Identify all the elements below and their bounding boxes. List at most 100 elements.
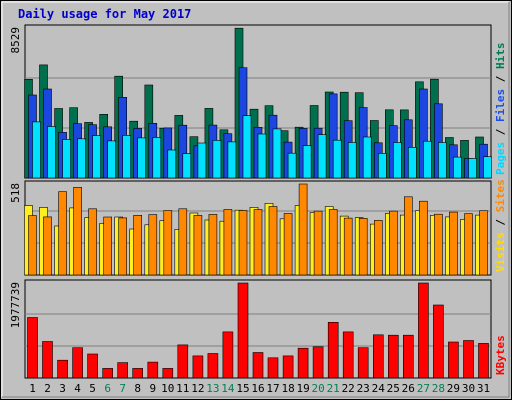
bar-kbytes-18 <box>282 355 294 379</box>
bar-kbytes-22 <box>342 331 354 379</box>
x-tick-label: 5 <box>89 382 96 395</box>
bar-pages-4 <box>77 138 86 179</box>
bar-sites-18 <box>283 213 293 276</box>
legend-text: Pages / Files / Hits <box>494 43 507 176</box>
bar-sites-28 <box>434 213 443 276</box>
x-tick-label: 26 <box>402 382 415 395</box>
x-tick-label: 25 <box>387 382 400 395</box>
x-tick-label: 15 <box>236 382 249 395</box>
bar-pages-25 <box>392 142 402 179</box>
legend-text: KBytes <box>494 335 507 375</box>
bar-kbytes-31 <box>478 343 489 379</box>
bar-kbytes-3 <box>57 359 68 379</box>
bar-pages-19 <box>302 145 312 179</box>
bar-sites-1 <box>28 215 37 276</box>
bar-pages-16 <box>257 133 267 179</box>
bar-pages-26 <box>407 147 417 179</box>
bar-sites-8 <box>133 215 142 276</box>
bar-sites-20 <box>313 210 323 276</box>
bar-sites-19 <box>298 183 308 276</box>
x-tick-label: 9 <box>149 382 156 395</box>
x-tick-label: 18 <box>281 382 294 395</box>
bar-pages-10 <box>167 149 177 179</box>
bar-kbytes-20 <box>312 346 324 379</box>
bar-sites-30 <box>464 213 473 276</box>
x-tick-label: 20 <box>311 382 324 395</box>
bar-pages-7 <box>122 135 131 179</box>
x-tick-label: 29 <box>447 382 460 395</box>
x-tick-label: 4 <box>74 382 81 395</box>
bar-pages-12 <box>197 142 207 179</box>
bar-sites-23 <box>358 218 368 276</box>
legend-item-visits: Visits <box>494 232 507 272</box>
x-tick-label: 2 <box>44 382 51 395</box>
x-tick-label: 22 <box>342 382 355 395</box>
bar-sites-6 <box>103 216 112 276</box>
bar-pages-6 <box>107 140 116 179</box>
x-tick-label: 13 <box>206 382 219 395</box>
bar-kbytes-21 <box>327 321 339 379</box>
bar-kbytes-30 <box>463 340 474 379</box>
bar-pages-14 <box>227 141 237 179</box>
bar-kbytes-23 <box>357 347 369 379</box>
y-max-label: 8529 <box>9 27 22 54</box>
x-tick-label: 23 <box>357 382 370 395</box>
legend: Visits / Sites <box>494 179 507 272</box>
legend-separator: / <box>494 122 507 142</box>
bar-pages-2 <box>47 126 56 179</box>
bar-kbytes-29 <box>448 341 459 379</box>
legend-separator: / <box>494 69 507 89</box>
x-tick-label: 24 <box>372 382 386 395</box>
bar-kbytes-1 <box>27 317 38 379</box>
bar-pages-29 <box>453 156 462 179</box>
x-tick-label: 19 <box>296 382 309 395</box>
bar-kbytes-2 <box>42 341 53 379</box>
bar-kbytes-5 <box>87 353 98 379</box>
bar-sites-12 <box>193 215 203 276</box>
bar-sites-17 <box>268 206 278 276</box>
bar-sites-22 <box>343 217 353 276</box>
x-tick-label: 3 <box>59 382 66 395</box>
bar-kbytes-27 <box>418 282 429 379</box>
series-kbytes <box>27 282 489 379</box>
bar-sites-10 <box>163 210 173 276</box>
chart-title: Daily usage for May 2017 <box>18 7 191 21</box>
bar-kbytes-26 <box>402 334 414 379</box>
legend-item-kbytes: KBytes <box>494 335 507 375</box>
bar-pages-27 <box>423 140 432 179</box>
bar-kbytes-19 <box>297 347 309 379</box>
x-axis-labels: 1 2 3 4 5 6 7 8 9 10 11 12 13 14 15 16 17 18 19 20 21 22 23 24 2… <box>29 382 490 395</box>
series-sites <box>28 183 488 276</box>
bar-pages-8 <box>137 137 146 179</box>
bar-kbytes-17 <box>267 357 279 379</box>
bar-pages-13 <box>212 140 222 179</box>
x-tick-label: 6 <box>104 382 111 395</box>
bar-sites-16 <box>253 209 263 276</box>
bar-sites-26 <box>403 196 413 276</box>
panel-2: 518 Visits / Sites <box>9 179 507 276</box>
bar-pages-23 <box>362 136 372 179</box>
legend-item-sites: Sites <box>494 179 507 212</box>
y-max-label: 518 <box>9 183 22 203</box>
x-tick-label: 31 <box>477 382 490 395</box>
bar-sites-9 <box>148 214 158 276</box>
bar-pages-20 <box>317 134 327 179</box>
bar-pages-28 <box>438 142 447 179</box>
legend: KBytes <box>494 335 507 375</box>
bar-kbytes-12 <box>192 355 204 379</box>
bar-kbytes-14 <box>222 331 234 379</box>
bar-sites-13 <box>208 214 218 276</box>
x-tick-label: 12 <box>191 382 204 395</box>
bar-sites-15 <box>238 210 248 276</box>
bar-pages-22 <box>347 142 357 179</box>
panel-1: 8529 Pages / Files / Hits <box>9 24 507 179</box>
bar-kbytes-4 <box>72 347 83 379</box>
x-tick-label: 21 <box>327 382 340 395</box>
bar-sites-24 <box>373 220 383 276</box>
bar-pages-24 <box>377 153 387 179</box>
bar-pages-3 <box>62 139 71 179</box>
bar-sites-3 <box>58 191 67 276</box>
legend-item-files: Files <box>494 89 507 122</box>
x-tick-label: 14 <box>221 382 235 395</box>
bar-kbytes-28 <box>433 304 444 379</box>
